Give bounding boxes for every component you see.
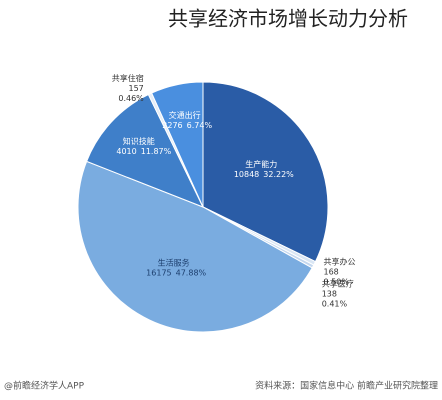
- pie-slice: [151, 81, 204, 208]
- credit: @前瞻经济学人APP: [4, 380, 85, 392]
- slice-amount: 2276: [162, 121, 182, 130]
- slice-value-label: 6.74%: [187, 121, 213, 130]
- slice-value-label: 0.41%: [322, 299, 348, 308]
- pie-slice: [85, 93, 205, 208]
- slice-amount: 10848: [234, 170, 259, 179]
- slice-amount: 168: [324, 267, 339, 276]
- slice-amount: 16175: [146, 269, 171, 278]
- slice-amount: 4010: [116, 147, 136, 156]
- slice-category: 生产能力: [245, 159, 277, 169]
- slice-amount: 138: [322, 289, 337, 298]
- slice-category: 生活服务: [158, 258, 190, 268]
- source: 资料来源：国家信息中心 前瞻产业研究院整理: [255, 380, 438, 392]
- slice-value-label: 32.22%: [263, 170, 294, 179]
- slice-value-label: 47.88%: [176, 269, 207, 278]
- slice-value-label: 11.87%: [141, 147, 172, 156]
- slice-category: 知识技能: [123, 136, 155, 146]
- slice-category: 共享办公: [324, 256, 356, 266]
- pie-slice: [202, 81, 329, 263]
- slice-value-label: 0.50%: [324, 277, 350, 286]
- slice-value-label: 0.46%: [118, 94, 144, 103]
- slice-amount: 157: [129, 84, 144, 93]
- slice-category: 共享住宿: [112, 73, 144, 83]
- pie-slice: [77, 160, 313, 333]
- chart-title: 共享经济市场增长动力分析: [168, 7, 408, 31]
- slice-category: 交通出行: [169, 110, 201, 120]
- slice-category: 共享医疗: [322, 278, 354, 288]
